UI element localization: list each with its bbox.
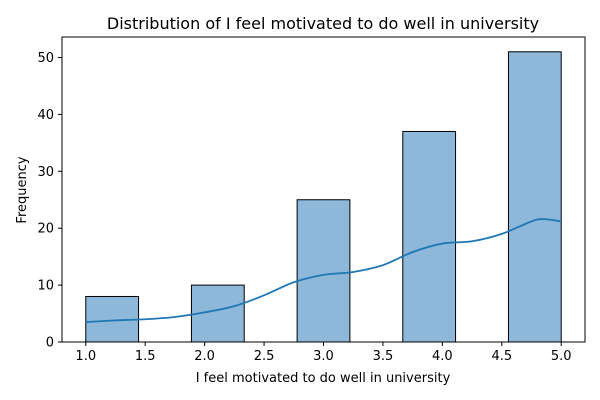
y-tick-label: 10 xyxy=(37,279,54,294)
x-tick-label: 5.0 xyxy=(551,349,572,364)
histogram-bar-4 xyxy=(402,130,457,343)
x-tick-label: 1.0 xyxy=(75,349,96,364)
y-tick-label: 30 xyxy=(37,165,54,180)
y-tick-label: 20 xyxy=(37,222,54,237)
x-tick-label: 4.0 xyxy=(432,349,453,364)
x-tick-label: 2.5 xyxy=(254,349,275,364)
x-tick-label: 1.5 xyxy=(135,349,156,364)
x-tick-label: 2.0 xyxy=(194,349,215,364)
kde-curve xyxy=(85,218,562,323)
x-tick-label: 3.0 xyxy=(313,349,334,364)
histogram-bar-5 xyxy=(507,51,562,343)
y-tick-label: 50 xyxy=(37,51,54,66)
bars-layer xyxy=(85,51,562,343)
x-tick-label: 4.5 xyxy=(491,349,512,364)
x-tick-label: 3.5 xyxy=(373,349,394,364)
y-axis-label: Frequency xyxy=(15,156,30,223)
y-tick-label: 40 xyxy=(37,108,54,123)
chart-title: Distribution of I feel motivated to do w… xyxy=(107,14,539,33)
y-tick-label: 0 xyxy=(46,336,54,351)
x-axis-label: I feel motivated to do well in universit… xyxy=(196,371,451,386)
histogram-bar-3 xyxy=(296,199,351,343)
x-axis-ticks: 1.0 1.5 2.0 2.5 3.0 3.5 4.0 4.5 5.0 xyxy=(75,342,572,364)
y-axis-ticks: 0 10 20 30 40 50 xyxy=(37,51,62,351)
